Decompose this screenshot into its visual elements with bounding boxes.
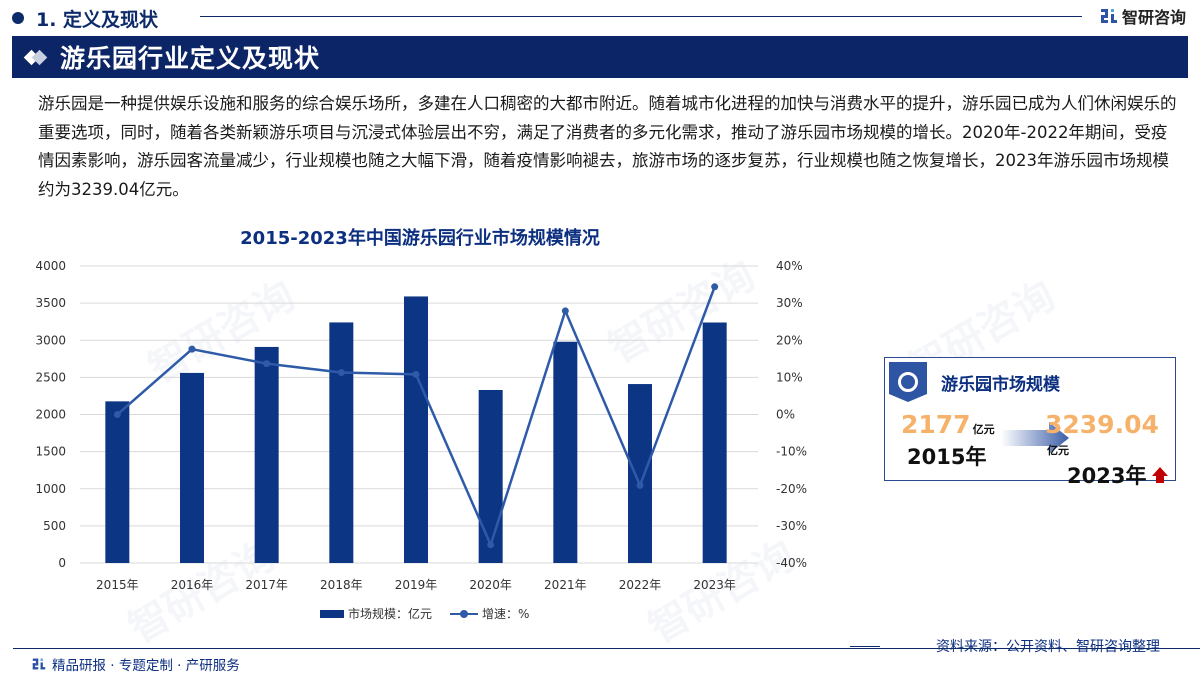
bullet-icon xyxy=(12,12,24,24)
section-title: 1. 定义及现状 xyxy=(36,8,159,31)
kpi-start-year: 2015年 xyxy=(907,441,995,471)
svg-text:30%: 30% xyxy=(776,296,803,310)
svg-text:2500: 2500 xyxy=(35,370,66,384)
svg-text:2015年: 2015年 xyxy=(96,578,139,592)
kpi-start-value: 2177 xyxy=(901,410,971,439)
footer-slogan: 精品研报 · 专题定制 · 产研服务 xyxy=(32,654,240,674)
svg-text:2021年: 2021年 xyxy=(544,578,587,592)
header-divider xyxy=(200,16,1082,17)
brand-name: 智研咨询 xyxy=(1121,8,1186,27)
bar-2017年 xyxy=(254,346,279,563)
svg-text:2020年: 2020年 xyxy=(469,578,512,592)
svg-text:2019年: 2019年 xyxy=(395,578,438,592)
section-header: 1. 定义及现状 xyxy=(12,6,1188,31)
svg-text:-40%: -40% xyxy=(776,556,807,570)
svg-text:2022年: 2022年 xyxy=(619,578,662,592)
kpi-end-value: 3239.04 xyxy=(1045,410,1159,439)
svg-text:10%: 10% xyxy=(776,370,803,384)
svg-text:-10%: -10% xyxy=(776,445,807,459)
bar-2022年 xyxy=(628,384,652,563)
bar-2023年 xyxy=(702,322,727,563)
chart-badge-icon xyxy=(889,362,927,402)
slogan-text: 精品研报 · 专题定制 · 产研服务 xyxy=(52,658,240,674)
bar-2015年 xyxy=(105,401,130,563)
chart-legend: 市场规模：亿元 增速：% xyxy=(320,605,529,622)
legend-line-swatch xyxy=(450,609,479,618)
svg-text:3000: 3000 xyxy=(35,333,66,347)
svg-text:2017年: 2017年 xyxy=(245,578,288,592)
combo-chart: 4000 3500 3000 2500 2000 1500 1000 500 0 40% 30% 20… xyxy=(35,259,807,592)
svg-text:0%: 0% xyxy=(776,408,795,422)
up-arrow-icon xyxy=(1152,466,1169,483)
svg-text:4000: 4000 xyxy=(35,259,66,273)
svg-text:2016年: 2016年 xyxy=(171,578,214,592)
source-note: 资料来源：公开资料、智研咨询整理 xyxy=(936,639,1160,655)
svg-text:3500: 3500 xyxy=(35,296,66,310)
legend-item-bar: 市场规模：亿元 xyxy=(320,605,432,622)
brand-logo-group: 智研咨询 xyxy=(1100,4,1186,28)
footer-divider xyxy=(13,648,1200,649)
legend-line-label: 增速：% xyxy=(482,607,530,621)
legend-item-line: 增速：% xyxy=(450,605,529,622)
svg-text:40%: 40% xyxy=(776,259,803,273)
kpi-end: 3239.04 亿元 2023年 xyxy=(1045,410,1175,490)
bar-2020年 xyxy=(478,389,503,563)
kpi-end-unit: 亿元 xyxy=(1047,444,1069,457)
bar-2016年 xyxy=(180,372,204,563)
bar-2018年 xyxy=(329,322,354,563)
svg-text:2023年: 2023年 xyxy=(693,578,736,592)
kpi-title: 游乐园市场规模 xyxy=(941,375,1060,395)
svg-text:2000: 2000 xyxy=(35,408,66,422)
kpi-end-year-label: 2023年 xyxy=(1067,464,1147,488)
svg-text:-30%: -30% xyxy=(776,519,807,533)
kpi-start-unit: 亿元 xyxy=(972,423,995,436)
source-divider xyxy=(850,646,880,647)
legend-bar-swatch xyxy=(320,609,344,618)
description-paragraph: 游乐园是一种提供娱乐设施和服务的综合娱乐场所，多建在人口稠密的大都市附近。随着城… xyxy=(38,94,1177,199)
kpi-start-year-label: 2015年 xyxy=(907,445,987,469)
svg-text:20%: 20% xyxy=(776,333,803,347)
bar-2021年 xyxy=(553,341,578,563)
kpi-start: 2177 亿元 2015年 xyxy=(901,410,995,471)
svg-text:1000: 1000 xyxy=(35,482,66,496)
kpi-end-year: 2023年 xyxy=(1067,460,1175,490)
bar-2019年 xyxy=(404,296,428,563)
brand-logo-icon xyxy=(1100,9,1117,23)
brand-logo-icon xyxy=(32,658,46,670)
chart-title: 2015-2023年中国游乐园行业市场规模情况 xyxy=(240,228,600,249)
diamond-icon xyxy=(23,49,48,66)
svg-text:2018年: 2018年 xyxy=(320,578,363,592)
svg-text:1500: 1500 xyxy=(35,445,66,459)
legend-bar-label: 市场规模：亿元 xyxy=(348,607,433,621)
svg-text:0: 0 xyxy=(58,556,66,570)
page-title: 游乐园行业定义及现状 xyxy=(60,44,321,73)
svg-text:-20%: -20% xyxy=(776,482,807,496)
title-band: 游乐园行业定义及现状 xyxy=(12,36,1188,78)
right-arrow-icon xyxy=(1001,422,1069,454)
svg-text:500: 500 xyxy=(43,519,66,533)
kpi-card: 游乐园市场规模 2177 亿元 2015年 3239.04亿元 2023年 xyxy=(884,357,1176,488)
